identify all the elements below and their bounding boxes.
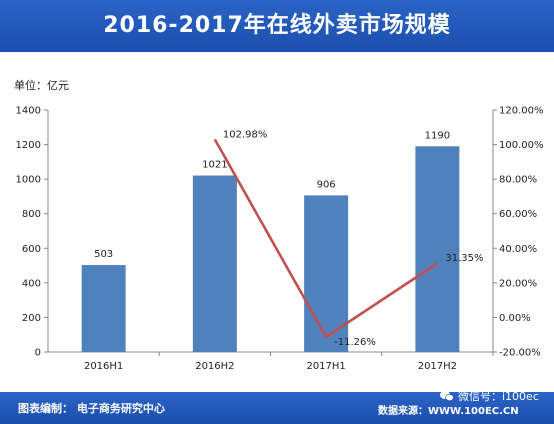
wechat-watermark: 微信号：i100ec bbox=[440, 388, 539, 404]
y2-tick-label: 20.00% bbox=[499, 278, 537, 289]
x-tick-label: 2017H2 bbox=[418, 361, 457, 372]
line-data-label: -11.26% bbox=[334, 337, 376, 348]
y-tick-label: 1000 bbox=[16, 175, 41, 186]
line-data-label: 102.98% bbox=[223, 129, 268, 140]
y2-tick-label: 60.00% bbox=[499, 209, 537, 220]
x-tick-label: 2017H1 bbox=[306, 361, 345, 372]
growth-line bbox=[213, 138, 439, 339]
y2-tick-label: 40.00% bbox=[499, 244, 537, 255]
bar bbox=[415, 146, 460, 352]
x-tick-label: 2016H1 bbox=[84, 361, 123, 372]
y-tick-label: 800 bbox=[22, 209, 41, 220]
y-tick-label: 200 bbox=[22, 313, 41, 324]
bar-data-label: 906 bbox=[317, 179, 336, 190]
y2-tick-label: 0.00% bbox=[499, 313, 531, 324]
y2-tick-label: -20.00% bbox=[499, 348, 541, 359]
y-tick-label: 600 bbox=[22, 244, 41, 255]
unit-label: 单位：亿元 bbox=[14, 79, 69, 92]
y2-tick-label: 100.00% bbox=[499, 140, 544, 151]
footer-data-source: 数据来源：WWW.100EC.CN bbox=[378, 406, 519, 417]
wechat-icon bbox=[440, 391, 454, 402]
bar bbox=[192, 175, 237, 352]
bar-data-label: 1021 bbox=[202, 160, 227, 171]
y-tick-label: 0 bbox=[35, 348, 41, 359]
y2-tick-label: 120.00% bbox=[499, 106, 544, 117]
y2-tick-label: 80.00% bbox=[499, 175, 537, 186]
footer-bar: 图表编制： 电子商务研究中心 数据来源：WWW.100EC.CN bbox=[0, 392, 554, 424]
page-title: 2016-2017年在线外卖市场规模 bbox=[0, 0, 554, 52]
bar bbox=[81, 265, 126, 352]
bar bbox=[304, 195, 349, 352]
bar-data-label: 1190 bbox=[425, 130, 450, 141]
y-tick-label: 400 bbox=[22, 278, 41, 289]
line-data-label: 31.35% bbox=[445, 253, 483, 264]
wechat-id: 微信号：i100ec bbox=[458, 390, 539, 403]
y-tick-label: 1400 bbox=[16, 106, 41, 117]
bar-data-label: 503 bbox=[94, 249, 113, 260]
x-tick-label: 2016H2 bbox=[195, 361, 234, 372]
y-tick-label: 1200 bbox=[16, 140, 41, 151]
footer-source-credit: 图表编制： 电子商务研究中心 bbox=[18, 402, 165, 415]
